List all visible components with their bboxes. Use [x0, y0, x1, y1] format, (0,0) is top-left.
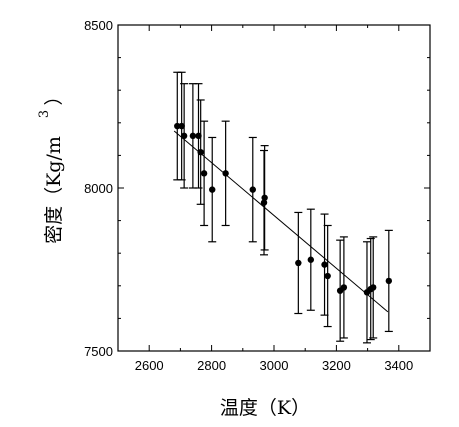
data-points [174, 122, 393, 296]
data-point [200, 170, 208, 177]
fit-line [173, 130, 389, 313]
data-point [195, 132, 202, 140]
y-axis-title-close: ） [43, 86, 65, 105]
data-point [222, 170, 229, 177]
x-tick-labels: 2600 2800 3000 3200 3400 [135, 358, 414, 373]
axis-ticks [118, 24, 430, 352]
data-point [180, 132, 188, 140]
x-axis-title: 温度（K） [220, 397, 310, 419]
data-point [209, 186, 216, 193]
data-point [321, 261, 328, 268]
data-point [249, 186, 256, 193]
y-tick-labels: 7500 8000 8500 [84, 18, 113, 359]
plot-frame [117, 24, 431, 352]
x-tick-label: 3200 [322, 358, 351, 373]
x-tick-label: 3000 [260, 358, 289, 373]
data-point [324, 272, 331, 280]
data-point [370, 284, 377, 291]
x-tick-label: 2800 [197, 358, 226, 373]
data-point [307, 256, 315, 263]
y-tick-label: 7500 [84, 344, 113, 359]
y-axis-title-superscript: 3 [37, 110, 52, 118]
x-tick-label: 2600 [135, 358, 164, 373]
y-axis-title: 密度（Kg/m [43, 136, 65, 244]
x-tick-label: 3400 [384, 358, 413, 373]
data-point [385, 277, 393, 285]
y-tick-label: 8500 [84, 18, 113, 33]
data-point [340, 284, 348, 291]
data-point [261, 194, 268, 201]
data-point [260, 199, 268, 206]
error-bars [173, 71, 393, 344]
y-tick-label: 8000 [84, 181, 113, 196]
y-axis-title-group: 密度（Kg/m 3 ） [37, 86, 65, 243]
data-point [189, 132, 197, 140]
data-point [197, 148, 204, 156]
data-point [295, 259, 302, 267]
data-point [178, 122, 185, 130]
